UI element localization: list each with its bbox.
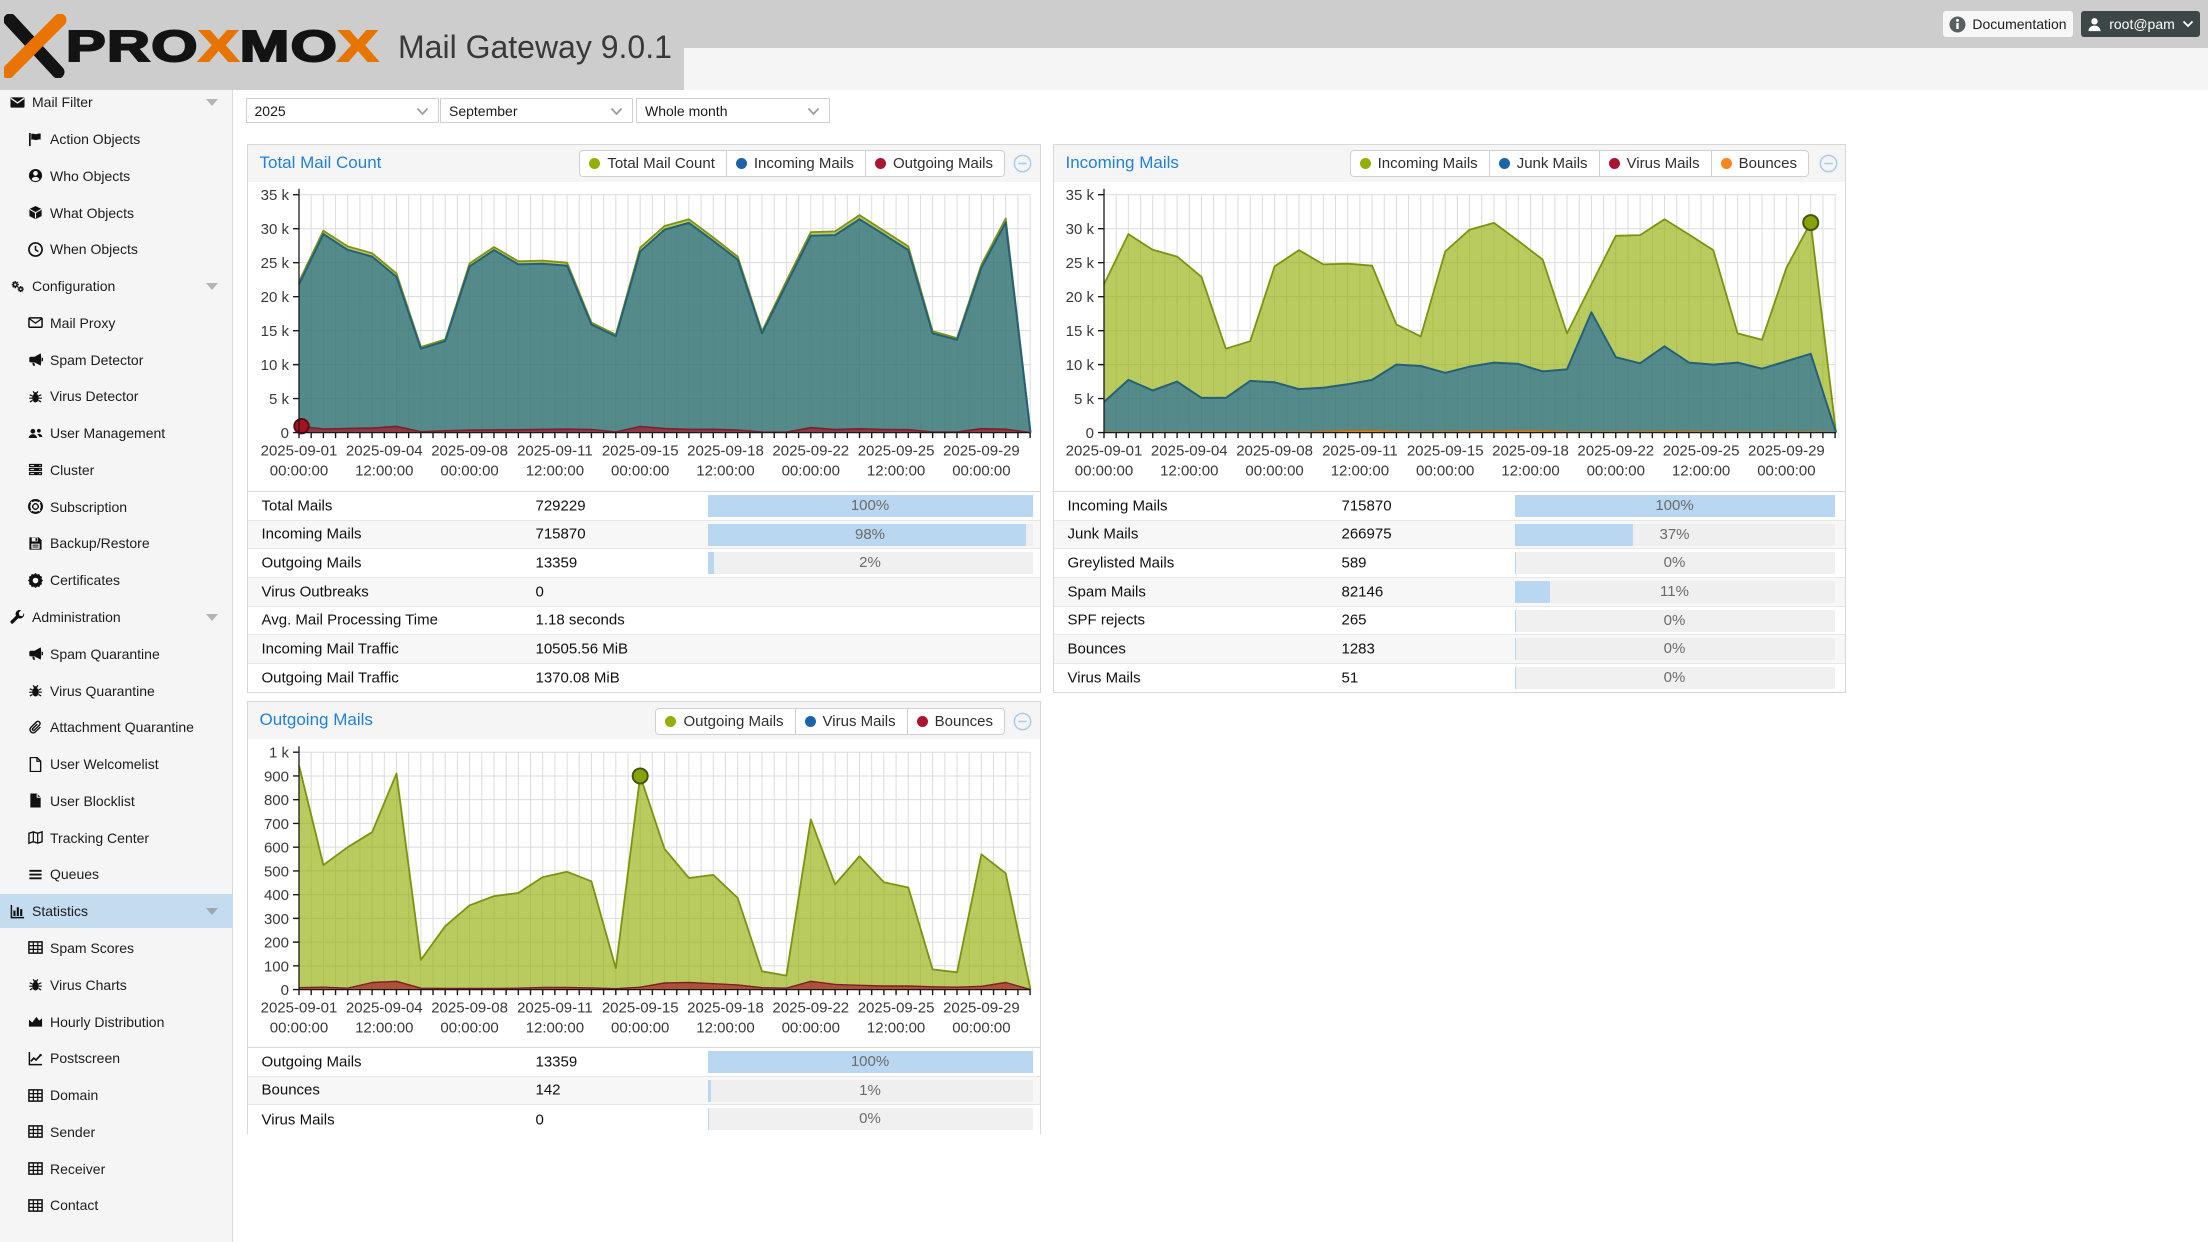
svg-text:2025-09-25: 2025-09-25 (857, 1000, 934, 1017)
svg-text:2025-09-11: 2025-09-11 (517, 443, 593, 460)
svg-text:600: 600 (263, 840, 288, 857)
svg-text:200: 200 (263, 935, 288, 952)
svg-text:1 k: 1 k (268, 745, 289, 762)
svg-text:2025-09-11: 2025-09-11 (517, 1000, 593, 1017)
svg-text:15 k: 15 k (1065, 323, 1094, 340)
svg-text:2025-09-08: 2025-09-08 (431, 1000, 508, 1017)
svg-text:800: 800 (263, 792, 288, 809)
svg-text:2025-09-04: 2025-09-04 (345, 443, 422, 460)
svg-text:2025-09-15: 2025-09-15 (601, 443, 678, 460)
svg-text:00:00:00: 00:00:00 (1416, 463, 1474, 480)
svg-text:2025-09-01: 2025-09-01 (260, 1000, 337, 1017)
svg-text:10 k: 10 k (1065, 357, 1094, 374)
svg-text:25 k: 25 k (1065, 255, 1094, 272)
svg-text:400: 400 (263, 887, 288, 904)
svg-text:700: 700 (263, 816, 288, 833)
svg-text:12:00:00: 12:00:00 (1671, 463, 1729, 480)
svg-text:2025-09-11: 2025-09-11 (1322, 443, 1398, 460)
svg-text:00:00:00: 00:00:00 (611, 463, 669, 480)
svg-text:2025-09-04: 2025-09-04 (1150, 443, 1227, 460)
svg-text:00:00:00: 00:00:00 (781, 1020, 839, 1037)
svg-text:2025-09-08: 2025-09-08 (1236, 443, 1313, 460)
svg-text:12:00:00: 12:00:00 (355, 1020, 413, 1037)
svg-text:15 k: 15 k (260, 323, 289, 340)
svg-text:25 k: 25 k (260, 255, 289, 272)
svg-text:12:00:00: 12:00:00 (1330, 463, 1388, 480)
svg-text:0: 0 (1085, 425, 1093, 442)
svg-text:2025-09-15: 2025-09-15 (1406, 443, 1483, 460)
svg-text:5 k: 5 k (1073, 391, 1094, 408)
svg-text:2025-09-29: 2025-09-29 (943, 1000, 1020, 1017)
svg-text:00:00:00: 00:00:00 (1245, 463, 1303, 480)
svg-text:30 k: 30 k (1065, 221, 1094, 238)
svg-text:100: 100 (263, 958, 288, 975)
svg-text:35 k: 35 k (260, 187, 289, 204)
svg-text:2025-09-29: 2025-09-29 (1748, 443, 1825, 460)
svg-text:30 k: 30 k (260, 221, 289, 238)
svg-text:00:00:00: 00:00:00 (1757, 463, 1815, 480)
svg-text:00:00:00: 00:00:00 (952, 463, 1010, 480)
svg-text:12:00:00: 12:00:00 (1160, 463, 1218, 480)
svg-text:00:00:00: 00:00:00 (1074, 463, 1132, 480)
svg-text:12:00:00: 12:00:00 (525, 1020, 583, 1037)
svg-text:00:00:00: 00:00:00 (611, 1020, 669, 1037)
svg-text:00:00:00: 00:00:00 (269, 463, 327, 480)
svg-text:0: 0 (280, 982, 288, 999)
svg-text:300: 300 (263, 911, 288, 928)
svg-text:12:00:00: 12:00:00 (866, 1020, 924, 1037)
svg-text:12:00:00: 12:00:00 (696, 1020, 754, 1037)
svg-text:00:00:00: 00:00:00 (440, 1020, 498, 1037)
svg-text:00:00:00: 00:00:00 (269, 1020, 327, 1037)
svg-text:5 k: 5 k (268, 391, 289, 408)
svg-text:2025-09-01: 2025-09-01 (260, 443, 337, 460)
svg-text:2025-09-22: 2025-09-22 (1577, 443, 1654, 460)
svg-text:10 k: 10 k (260, 357, 289, 374)
svg-text:PROXMOX: PROXMOX (66, 22, 379, 71)
svg-text:2025-09-25: 2025-09-25 (857, 443, 934, 460)
svg-text:500: 500 (263, 863, 288, 880)
svg-text:12:00:00: 12:00:00 (525, 463, 583, 480)
svg-text:12:00:00: 12:00:00 (866, 463, 924, 480)
svg-text:2025-09-01: 2025-09-01 (1065, 443, 1142, 460)
svg-text:00:00:00: 00:00:00 (781, 463, 839, 480)
svg-text:00:00:00: 00:00:00 (1586, 463, 1644, 480)
svg-text:2025-09-18: 2025-09-18 (687, 1000, 764, 1017)
svg-text:900: 900 (263, 768, 288, 785)
svg-text:2025-09-18: 2025-09-18 (687, 443, 764, 460)
svg-text:2025-09-15: 2025-09-15 (601, 1000, 678, 1017)
svg-text:2025-09-22: 2025-09-22 (772, 443, 849, 460)
svg-text:00:00:00: 00:00:00 (440, 463, 498, 480)
svg-text:2025-09-22: 2025-09-22 (772, 1000, 849, 1017)
svg-text:2025-09-18: 2025-09-18 (1492, 443, 1569, 460)
svg-text:0: 0 (280, 425, 288, 442)
svg-text:00:00:00: 00:00:00 (952, 1020, 1010, 1037)
svg-text:2025-09-08: 2025-09-08 (431, 443, 508, 460)
svg-text:2025-09-25: 2025-09-25 (1662, 443, 1739, 460)
svg-text:35 k: 35 k (1065, 187, 1094, 204)
svg-text:12:00:00: 12:00:00 (1501, 463, 1559, 480)
svg-text:2025-09-29: 2025-09-29 (943, 443, 1020, 460)
svg-text:12:00:00: 12:00:00 (355, 463, 413, 480)
svg-text:2025-09-04: 2025-09-04 (345, 1000, 422, 1017)
svg-text:20 k: 20 k (260, 289, 289, 306)
svg-text:20 k: 20 k (1065, 289, 1094, 306)
svg-text:12:00:00: 12:00:00 (696, 463, 754, 480)
